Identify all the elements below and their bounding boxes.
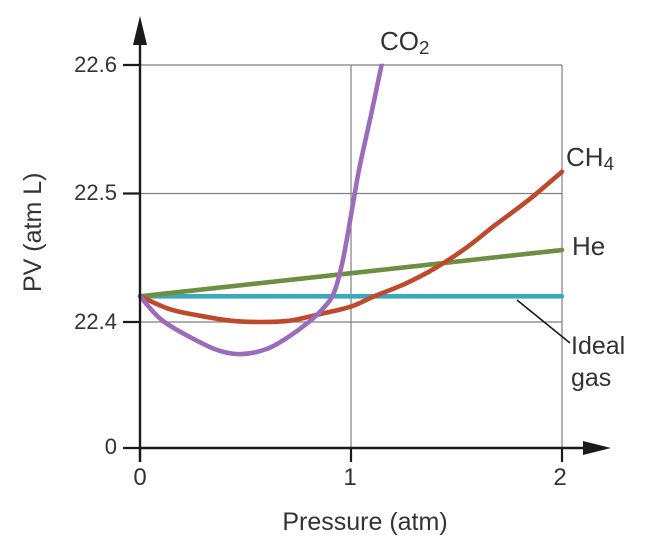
y-origin-label: 0 bbox=[104, 434, 117, 459]
ideal-gas-leader-line bbox=[516, 299, 571, 344]
co2-label-main: CO bbox=[380, 26, 419, 56]
y-tick-label-22-4: 22.4 bbox=[74, 309, 117, 334]
y-axis-title: PV (atm L) bbox=[19, 172, 47, 292]
he-curve bbox=[137, 247, 565, 299]
he-curve-label: He bbox=[572, 231, 606, 261]
x-axis-arrowhead bbox=[583, 441, 611, 455]
ch4-curve-label: CH4 bbox=[566, 142, 614, 175]
y-tick-label-22-5: 22.5 bbox=[74, 180, 117, 205]
co2-curve bbox=[137, 63, 385, 357]
y-axis-arrowhead bbox=[133, 16, 147, 45]
curves-group bbox=[137, 63, 565, 357]
x-tick-label-2: 2 bbox=[553, 464, 567, 491]
x-tick-label-1: 1 bbox=[343, 464, 357, 491]
co2-curve-label: CO2 bbox=[380, 26, 430, 59]
ch4-label-sub: 4 bbox=[603, 153, 614, 175]
ideal-gas-label-line1: Ideal bbox=[571, 332, 626, 360]
ideal-gas-label: Ideal gas bbox=[571, 331, 625, 394]
x-axis-title: Pressure (atm) bbox=[282, 508, 448, 536]
y-tick-label-22-6: 22.6 bbox=[74, 52, 117, 77]
ch4-curve bbox=[137, 169, 565, 325]
x-tick-label-0: 0 bbox=[133, 464, 147, 491]
ch4-label-main: CH bbox=[566, 142, 604, 172]
co2-label-sub: 2 bbox=[419, 37, 430, 59]
ideal-gas-label-line2: gas bbox=[571, 363, 612, 392]
